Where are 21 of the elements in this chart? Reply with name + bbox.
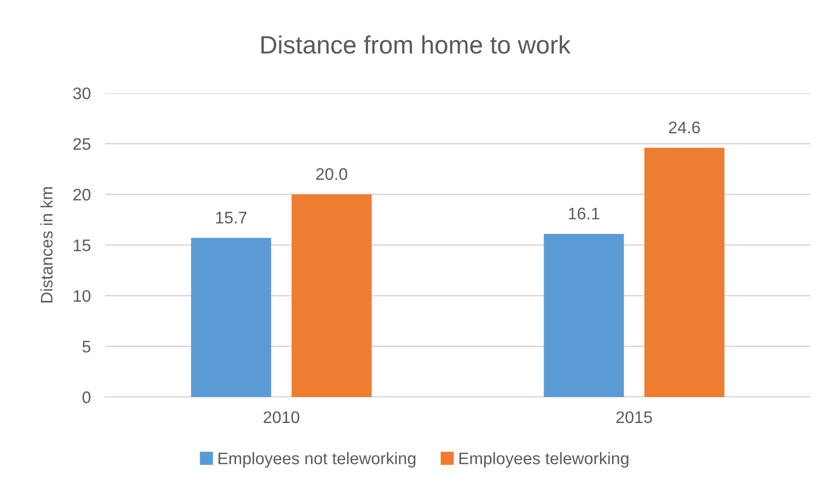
y-tick-label: 15 [74, 240, 90, 252]
y-tick-label: 5 [82, 340, 90, 353]
data-label: 20.0 [316, 168, 348, 180]
y-tick-label: 25 [73, 138, 90, 150]
y-tick-label: 20 [73, 188, 90, 201]
chart-title: Distance from home to work [261, 35, 571, 54]
data-label: 16.1 [568, 208, 600, 220]
bar [644, 148, 724, 397]
y-tick-label: 0 [82, 391, 90, 404]
legend-label: Employees teleworking [459, 452, 628, 468]
bar [191, 238, 272, 397]
data-label: 15.7 [216, 212, 246, 224]
y-axis-title: Distances in km [40, 187, 53, 302]
y-tick-label: 10 [74, 290, 90, 302]
x-tick-label: 2015 [616, 411, 652, 424]
data-label: 24.6 [669, 122, 700, 134]
bar [544, 234, 624, 397]
y-tick-label: 30 [73, 87, 90, 100]
bar [292, 194, 372, 397]
legend-label: Employees not teleworking [218, 452, 416, 468]
x-tick-label: 2010 [264, 411, 300, 424]
